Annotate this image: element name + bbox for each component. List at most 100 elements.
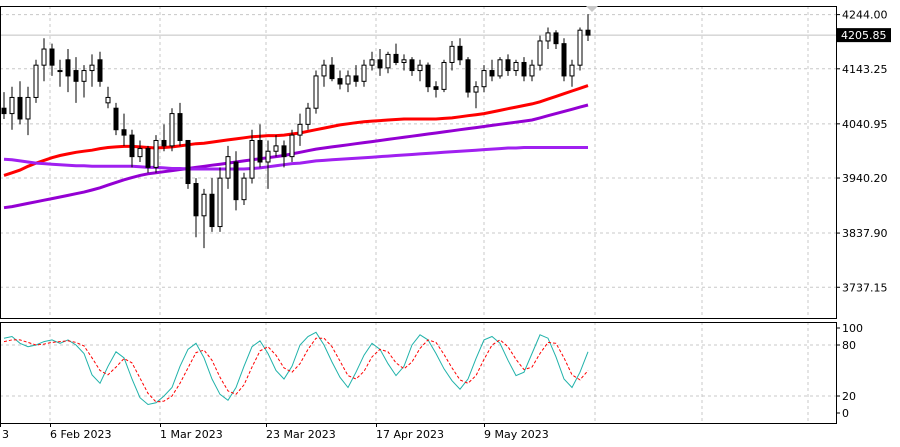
candle-body-bull — [361, 64, 367, 82]
candle — [313, 70, 319, 114]
candle-body-bear — [425, 64, 431, 88]
candle-body-bull — [81, 70, 87, 82]
candle — [161, 124, 167, 152]
candle — [537, 35, 543, 71]
price-tick-label: 3737.15 — [842, 281, 888, 294]
candle — [505, 54, 511, 76]
candle-body-bull — [41, 48, 47, 66]
candle — [273, 135, 279, 157]
candle — [129, 129, 135, 168]
candle-body-bear — [121, 129, 127, 136]
candle — [249, 129, 255, 184]
candle — [169, 108, 175, 152]
candle — [81, 65, 87, 98]
candle-body-bear — [353, 75, 359, 82]
candle — [361, 59, 367, 87]
candle — [377, 49, 383, 76]
candle — [137, 140, 143, 162]
candle-body-bull — [57, 70, 63, 73]
candle-body-bear — [561, 43, 567, 77]
chart-shift-marker-icon — [586, 6, 598, 12]
candle-body-bull — [537, 40, 543, 66]
candle-body-bear — [145, 148, 151, 168]
candle — [433, 81, 439, 98]
candle — [41, 38, 47, 82]
candle — [561, 38, 567, 82]
candle — [465, 57, 471, 98]
main-grid — [0, 6, 836, 318]
candle-body-bear — [489, 70, 495, 77]
candle — [185, 139, 191, 189]
candle — [417, 59, 423, 82]
candle — [113, 102, 119, 136]
candle — [153, 135, 159, 173]
candle-body-bear — [177, 113, 183, 141]
candle-body-bear — [49, 48, 55, 66]
candle-body-bear — [97, 59, 103, 82]
candle — [17, 81, 23, 125]
candle — [201, 188, 207, 249]
candle — [481, 65, 487, 93]
candle-body-bull — [513, 61, 519, 72]
candle — [1, 92, 7, 119]
candle-body-bear — [465, 59, 471, 93]
candle-body-bull — [33, 64, 39, 98]
candle-body-bear — [113, 107, 119, 131]
chart-frames — [0, 6, 837, 424]
candle-body-bull — [313, 75, 319, 109]
candle-body-bull — [545, 32, 551, 42]
price-axis: 4244.00 4143.25 4040.95 3940.20 3837.90 3737.… — [836, 9, 891, 294]
candle — [233, 151, 239, 211]
candle-body-bull — [265, 150, 271, 163]
candle — [385, 51, 391, 74]
candle — [33, 59, 39, 103]
candle-body-bull — [273, 145, 279, 152]
candle — [497, 57, 503, 79]
candle-body-bear — [409, 59, 415, 72]
candle-body-bull — [289, 134, 295, 158]
candle — [25, 86, 31, 136]
date-tick-label: 9 May 2023 — [484, 428, 549, 441]
main-chart-frame — [0, 6, 837, 319]
candle — [345, 70, 351, 93]
candle-body-bear — [329, 64, 335, 80]
candle — [209, 178, 215, 232]
candle-body-bull — [577, 29, 583, 66]
price-tick-label: 4143.25 — [842, 63, 888, 76]
oscillator-frame — [0, 322, 837, 424]
candle — [321, 59, 327, 87]
candle — [49, 43, 55, 76]
oscillator-axis: 100 80 20 0 — [836, 322, 863, 420]
candle-body-bull — [473, 86, 479, 93]
moving-averages — [3, 84, 589, 210]
candle-body-bull — [137, 148, 143, 158]
candle-body-bear — [457, 45, 463, 61]
candle-body-bull — [321, 64, 327, 77]
candle — [297, 113, 303, 146]
candle — [241, 172, 247, 206]
candle-body-bull — [249, 139, 255, 179]
candle — [9, 86, 15, 130]
candle — [449, 40, 455, 71]
candle-body-bear — [505, 59, 511, 72]
candle-body-bear — [17, 96, 23, 120]
candle-body-bear — [1, 107, 7, 115]
candle-body-bull — [153, 139, 159, 168]
oscillator-line-2 — [3, 337, 589, 403]
oscillator-tick-label: 0 — [842, 407, 849, 420]
oscillator-tick-label: 20 — [842, 390, 856, 403]
current-price-label: 4205.85 — [841, 29, 887, 42]
candle-body-bull — [569, 64, 575, 77]
candle — [193, 178, 199, 238]
candle-body-bull — [105, 96, 111, 104]
candle-body-bear — [337, 78, 343, 85]
candle — [177, 102, 183, 146]
date-tick-label: 1 Mar 2023 — [160, 428, 223, 441]
date-axis: 3 6 Feb 2023 1 Mar 2023 23 Mar 2023 17 Apr 2… — [0, 423, 549, 441]
candle-body-bear — [73, 70, 79, 82]
candle-body-bear — [185, 139, 191, 185]
candle-body-bull — [25, 96, 31, 120]
candle — [545, 27, 551, 50]
candle — [329, 57, 335, 82]
candle — [585, 14, 591, 41]
